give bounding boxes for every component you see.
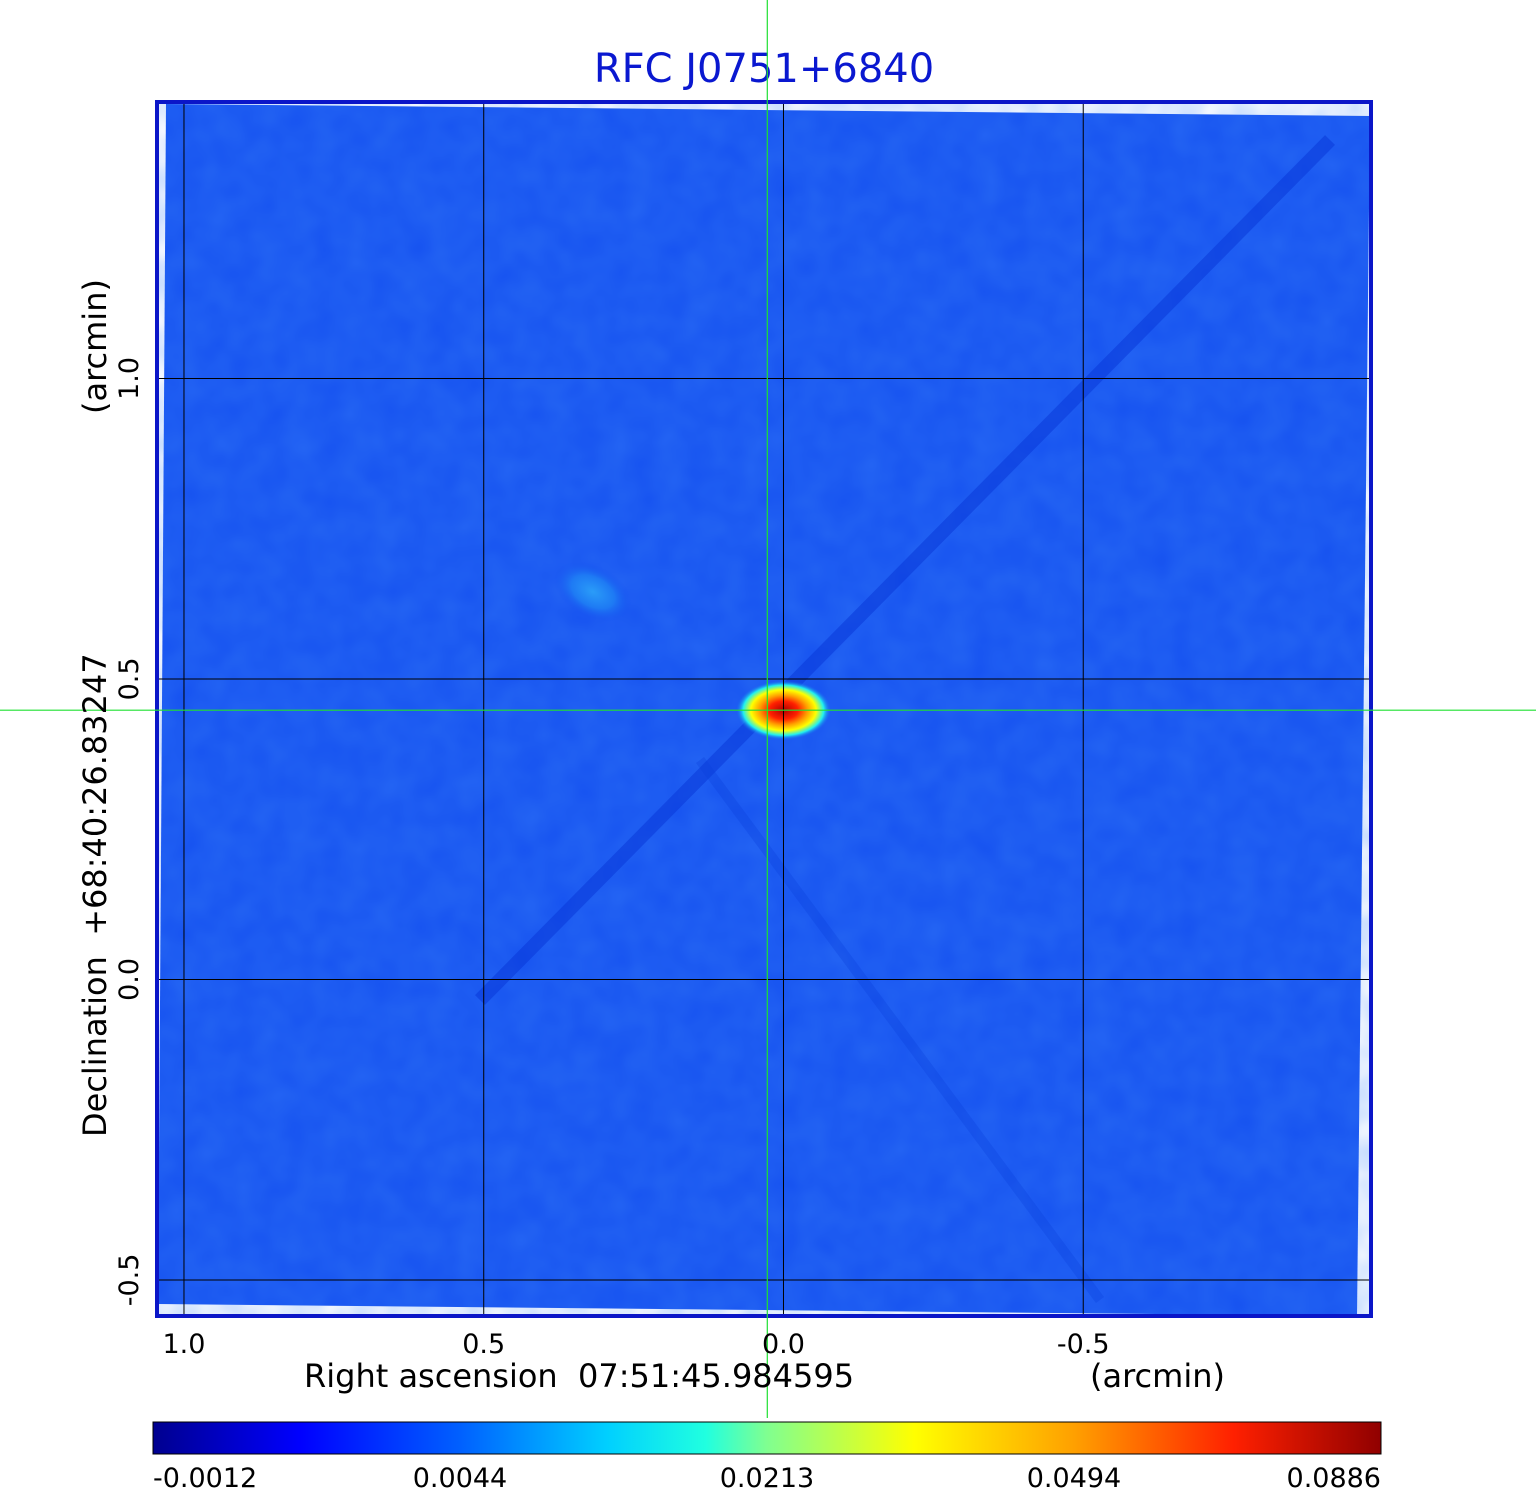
colorbar-tick-label-2: 0.0213 bbox=[720, 1463, 814, 1494]
colorbar-tick-label-4: 0.0886 bbox=[1287, 1463, 1381, 1494]
coordinate-grid bbox=[157, 102, 1371, 1316]
y-tick-label-3: -0.5 bbox=[114, 1254, 145, 1307]
y-tick-label-2: 0.0 bbox=[114, 958, 145, 1001]
colorbar-tick-label-3: 0.0494 bbox=[1027, 1463, 1121, 1494]
colorbar-tick-labels: -0.0012 0.0044 0.0213 0.0494 0.0886 bbox=[153, 1463, 1381, 1494]
x-axis-label: Right ascension 07:51:45.984595 bbox=[304, 1357, 854, 1395]
y-tick-label-1: 0.5 bbox=[114, 657, 145, 700]
y-axis-label: Declination +68:40:26.83247 bbox=[76, 653, 114, 1137]
y-tick-label-0: 1.0 bbox=[114, 357, 145, 400]
plot-area bbox=[157, 102, 1371, 1316]
x-tick-label-3: -0.5 bbox=[1057, 1329, 1110, 1360]
x-tick-label-2: 0.0 bbox=[762, 1329, 805, 1360]
y-tick-labels: 1.0 0.5 0.0 -0.5 bbox=[114, 357, 145, 1306]
colorbar bbox=[152, 1421, 1382, 1455]
x-axis-unit: (arcmin) bbox=[1090, 1357, 1225, 1395]
colorbar-tick-label-1: 0.0044 bbox=[413, 1463, 507, 1494]
x-tick-label-0: 1.0 bbox=[163, 1329, 206, 1360]
sidelobe-streak bbox=[475, 135, 1335, 1005]
plot-frame bbox=[155, 100, 1373, 1318]
chart-title: RFC J0751+6840 bbox=[594, 46, 934, 92]
x-tick-labels: 1.0 0.5 0.0 -0.5 bbox=[163, 1329, 1110, 1360]
y-axis-unit: (arcmin) bbox=[76, 279, 114, 414]
sidelobe-streak-faint bbox=[695, 757, 1105, 1303]
colorbar-tick-label-0: -0.0012 bbox=[153, 1463, 257, 1494]
x-tick-label-1: 0.5 bbox=[462, 1329, 505, 1360]
crosshair bbox=[0, 0, 1536, 1418]
faint-source-component bbox=[553, 561, 632, 623]
